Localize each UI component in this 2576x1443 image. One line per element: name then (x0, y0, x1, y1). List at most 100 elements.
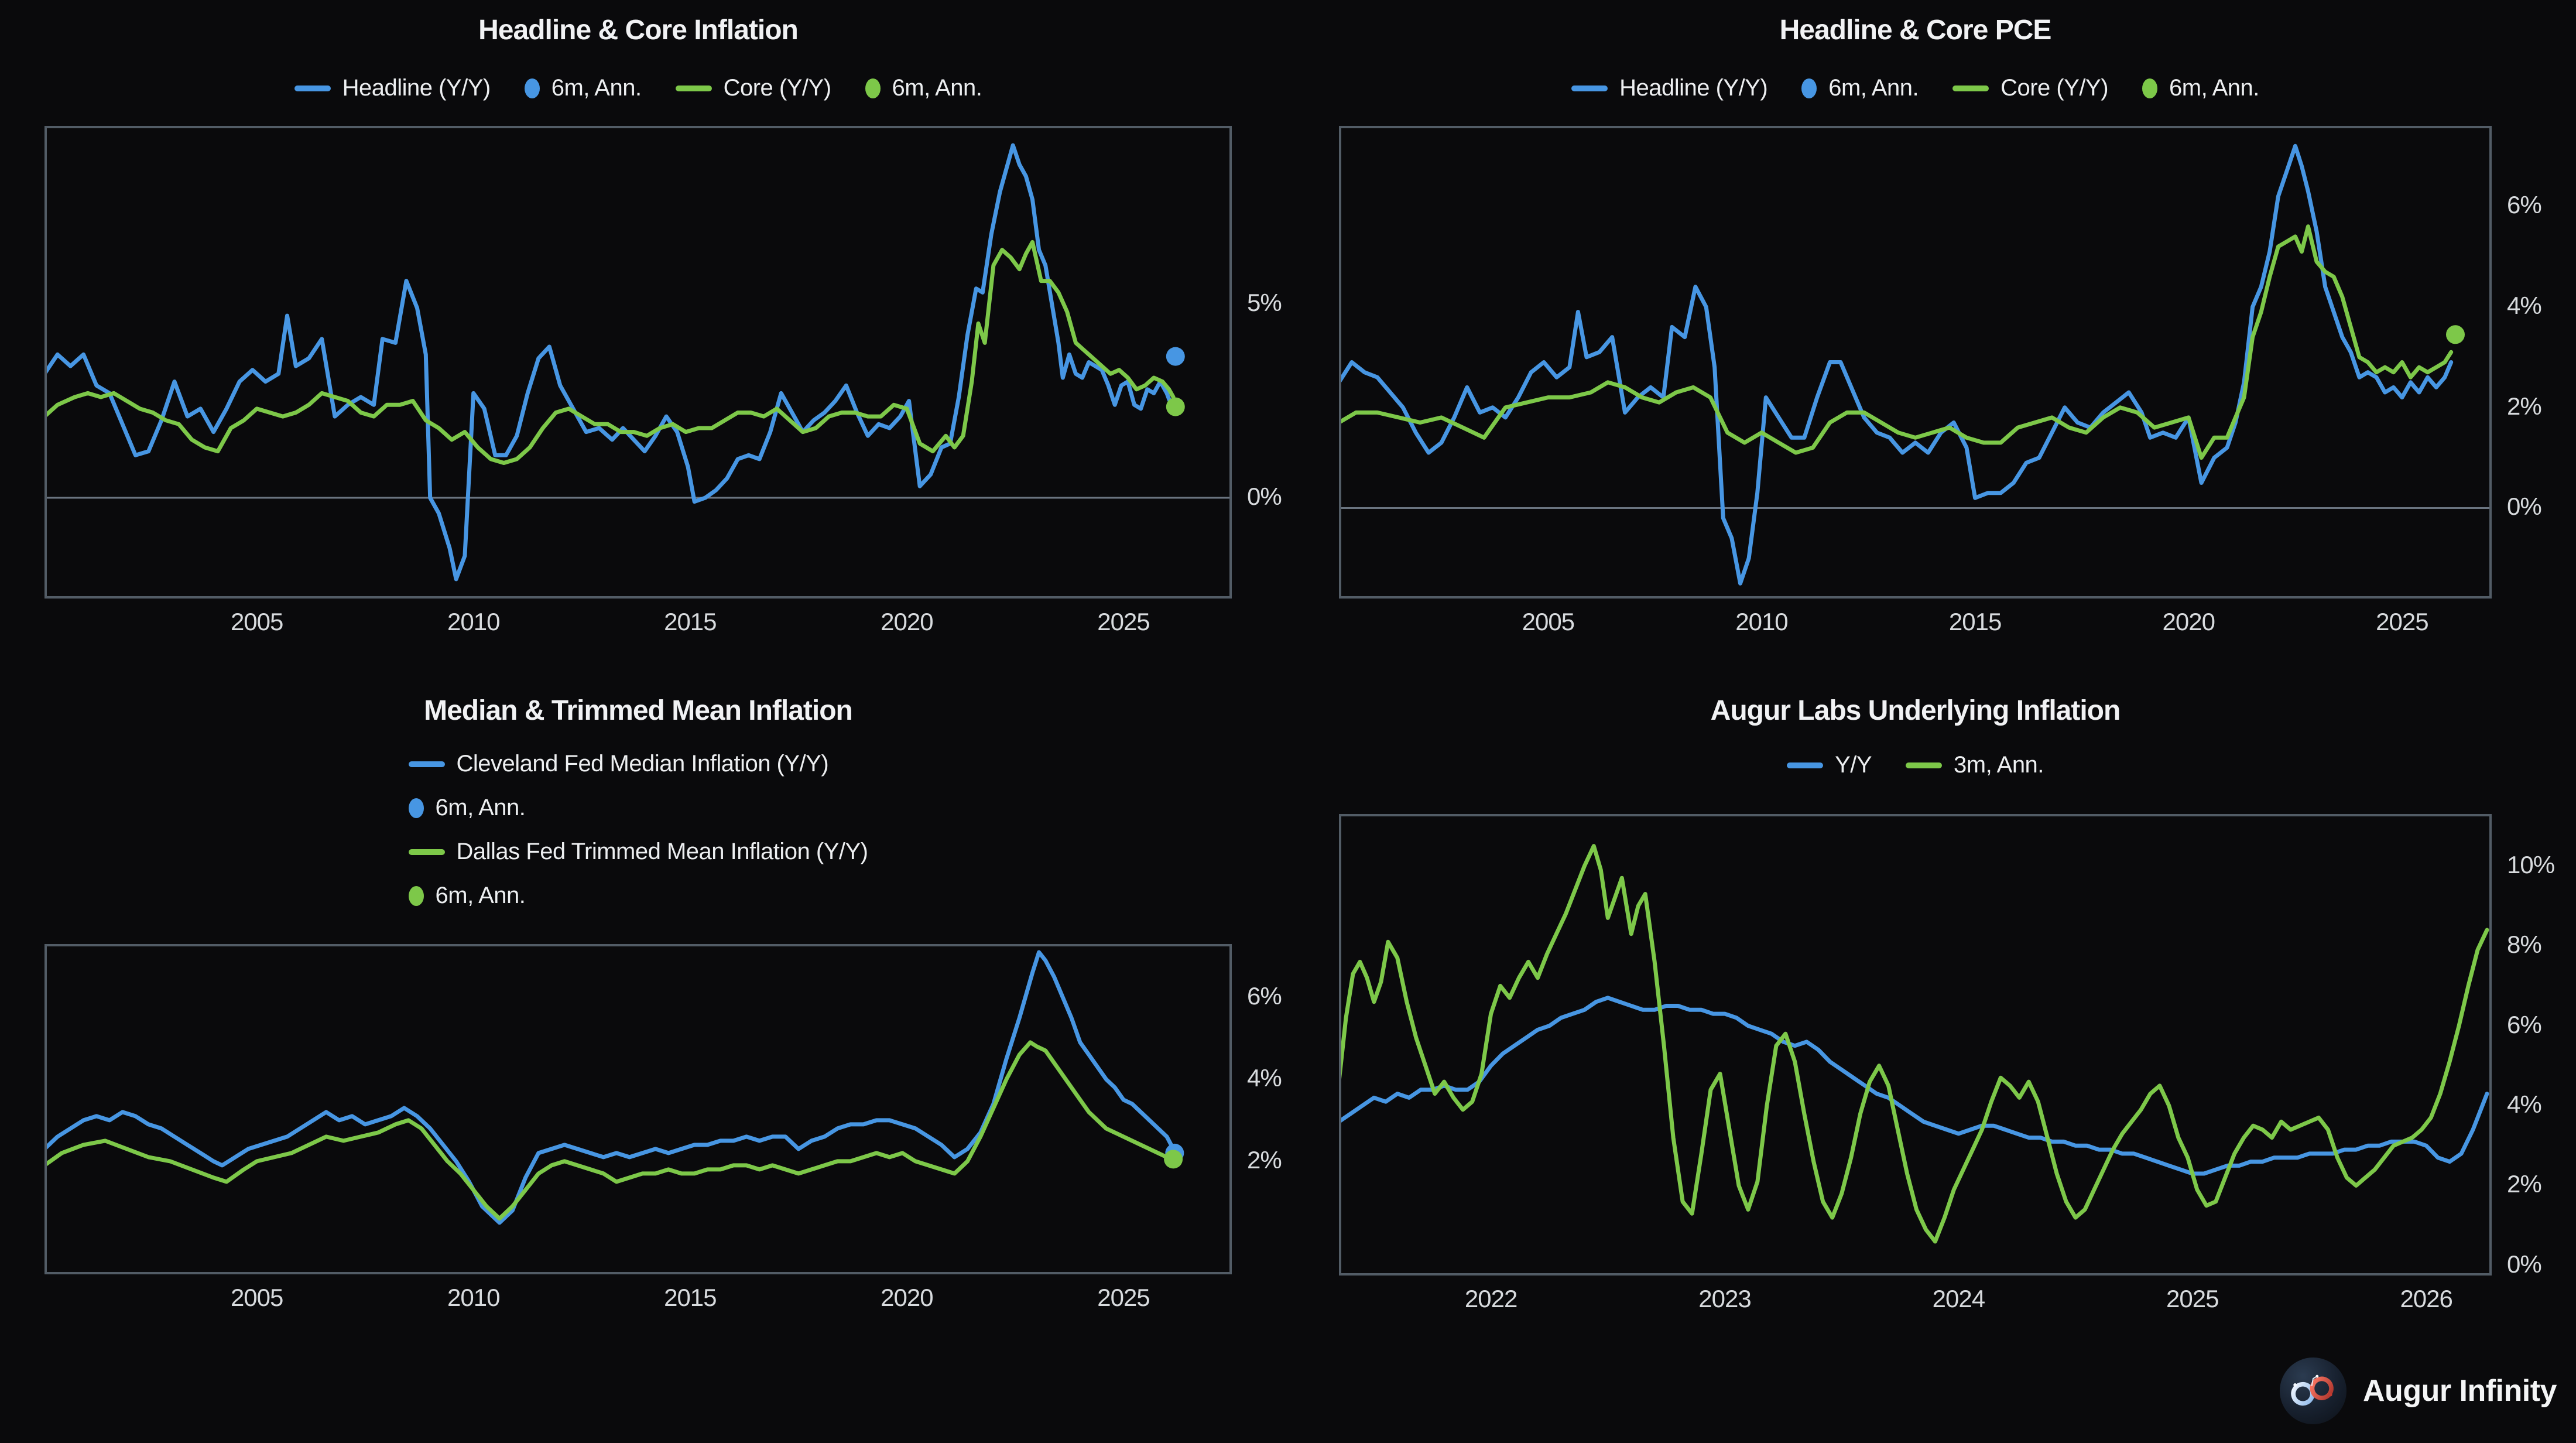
y-axis-tick-label: 6% (2507, 1010, 2542, 1038)
plot-border (44, 126, 1232, 599)
legend-label: 3m, Ann. (1954, 752, 2044, 778)
plot-area (42, 126, 1232, 599)
legend-label: 6m, Ann. (435, 795, 526, 820)
legend-label: 6m, Ann. (2169, 75, 2259, 101)
chart-title: Headline & Core PCE (1779, 15, 2052, 46)
chart-canvas (42, 944, 1232, 1274)
x-axis-tick-label: 2010 (447, 608, 500, 635)
legend-label: 6m, Ann. (1828, 75, 1919, 101)
plot-border (1339, 814, 2492, 1276)
series-line (42, 950, 1173, 1225)
legend-item: Core (Y/Y) (1952, 75, 2109, 101)
y-axis-tick-label: 0% (2507, 493, 2542, 521)
chart-title: Headline & Core Inflation (478, 15, 799, 46)
x-axis-tick-label: 2005 (230, 608, 283, 635)
x-axis-tick-label: 2026 (2400, 1285, 2452, 1312)
panel-headline-core-inflation: Headline & Core Inflation Headline (Y/Y)… (0, 0, 1288, 673)
panel-median-trimmed-mean-inflation: Median & Trimmed Mean Inflation Clevelan… (0, 673, 1288, 1443)
legend-label: Headline (Y/Y) (342, 75, 491, 101)
series-line (42, 240, 1176, 465)
legend-item: 6m, Ann. (408, 795, 526, 821)
y-axis-tick-label: 0% (2507, 1250, 2542, 1278)
x-axis-tick-label: 2010 (447, 1284, 500, 1311)
legend-item: 6m, Ann. (2142, 75, 2259, 101)
series-line (42, 143, 1173, 582)
legend-item: Cleveland Fed Median Inflation (Y/Y) (408, 751, 829, 777)
y-axis-tick-label: 5% (1247, 289, 1282, 317)
legend-line-swatch (408, 761, 445, 767)
x-axis-tick-label: 2015 (664, 608, 717, 635)
legend-line-swatch (675, 85, 712, 91)
chart-legend: Headline (Y/Y) 6m, Ann. Core (Y/Y) 6m, Ann. (44, 75, 1232, 101)
x-axis-tick-label: 2020 (881, 1284, 933, 1311)
series-line (1337, 224, 2454, 460)
brand-name: Augur Infinity (2363, 1374, 2557, 1408)
series-line (42, 1040, 1173, 1221)
legend-label: Y/Y (1835, 752, 1872, 778)
legend-dot-swatch (408, 885, 424, 906)
legend-dot-swatch (1801, 78, 1817, 98)
legend-item: Core (Y/Y) (675, 75, 831, 101)
chart-legend: Cleveland Fed Median Inflation (Y/Y) 6m, … (44, 751, 1232, 909)
legend-dot-swatch (2142, 78, 2158, 98)
legend-item: 6m, Ann. (865, 75, 982, 101)
legend-items: Headline (Y/Y) 6m, Ann. Core (Y/Y) 6m, Ann. (294, 75, 982, 101)
legend-label: 6m, Ann. (892, 75, 982, 101)
legend-label: Headline (Y/Y) (1619, 75, 1768, 101)
x-axis-tick-label: 2025 (2166, 1285, 2219, 1312)
chart-title: Augur Labs Underlying Inflation (1710, 695, 2121, 726)
y-axis-tick-label: 4% (2507, 1090, 2542, 1119)
legend-dot-swatch (865, 78, 881, 98)
legend-dot-swatch (524, 78, 540, 98)
y-axis-tick-label: 10% (2507, 850, 2555, 878)
panel-augur-labs-underlying-inflation: Augur Labs Underlying Inflation Y/Y 3m, A… (1288, 673, 2576, 1443)
plot-area (1337, 814, 2492, 1276)
legend-label: Core (Y/Y) (723, 75, 831, 101)
x-axis-tick-label: 2025 (2376, 608, 2428, 635)
legend-line-swatch (1571, 85, 1608, 91)
x-axis-tick-label: 2015 (1948, 608, 2002, 635)
y-axis-tick-label: 2% (2507, 392, 2542, 420)
y-axis-tick-label: 6% (2507, 191, 2542, 219)
series-line (1337, 143, 2454, 586)
series-line (1337, 844, 2489, 1244)
legend-label: Dallas Fed Trimmed Mean Inflation (Y/Y) (456, 839, 868, 864)
plot-area (1337, 126, 2492, 599)
series-line (1337, 996, 2489, 1176)
plot-border (1339, 126, 2492, 599)
end-dot (1164, 1150, 1183, 1169)
chart-legend: Headline (Y/Y) 6m, Ann. Core (Y/Y) 6m, Ann. (1339, 75, 2492, 101)
legend-items: Y/Y 3m, Ann. (1787, 752, 2044, 778)
end-dot (1166, 397, 1185, 416)
legend-item: Y/Y (1787, 752, 1872, 778)
x-axis-tick-label: 2005 (1522, 608, 1575, 635)
legend-item: Headline (Y/Y) (1571, 75, 1768, 101)
x-axis-tick-label: 2020 (881, 608, 933, 635)
legend-label: Cleveland Fed Median Inflation (Y/Y) (456, 751, 829, 777)
chart-legend: Y/Y 3m, Ann. (1339, 752, 2492, 778)
chart-canvas (1337, 126, 2492, 599)
y-axis-tick-label: 2% (2507, 1170, 2542, 1198)
infinity-icon (2280, 1357, 2347, 1424)
x-axis-tick-label: 2010 (1735, 608, 1788, 635)
x-axis-tick-label: 2025 (1097, 1284, 1150, 1311)
y-axis-tick-label: 4% (1247, 1064, 1282, 1092)
legend-item: Headline (Y/Y) (294, 75, 491, 101)
chart-title: Median & Trimmed Mean Inflation (424, 695, 853, 726)
x-axis-tick-label: 2005 (230, 1284, 283, 1311)
x-axis-tick-label: 2024 (1932, 1285, 1985, 1312)
legend-line-swatch (294, 85, 331, 91)
x-axis-tick-label: 2025 (1097, 608, 1150, 635)
legend-items: Headline (Y/Y) 6m, Ann. Core (Y/Y) 6m, Ann. (1571, 75, 2259, 101)
brand-footer: Augur Infinity (2280, 1357, 2557, 1424)
legend-dot-swatch (408, 798, 424, 818)
y-axis-tick-label: 6% (1247, 982, 1282, 1010)
end-dot (2446, 325, 2465, 344)
y-axis-tick-label: 4% (2507, 292, 2542, 320)
legend-label: 6m, Ann. (551, 75, 642, 101)
plot-area (42, 944, 1232, 1274)
legend-line-swatch (408, 849, 445, 855)
panel-headline-core-pce: Headline & Core PCE Headline (Y/Y) 6m, An… (1288, 0, 2576, 673)
y-axis-tick-label: 8% (2507, 931, 2542, 959)
